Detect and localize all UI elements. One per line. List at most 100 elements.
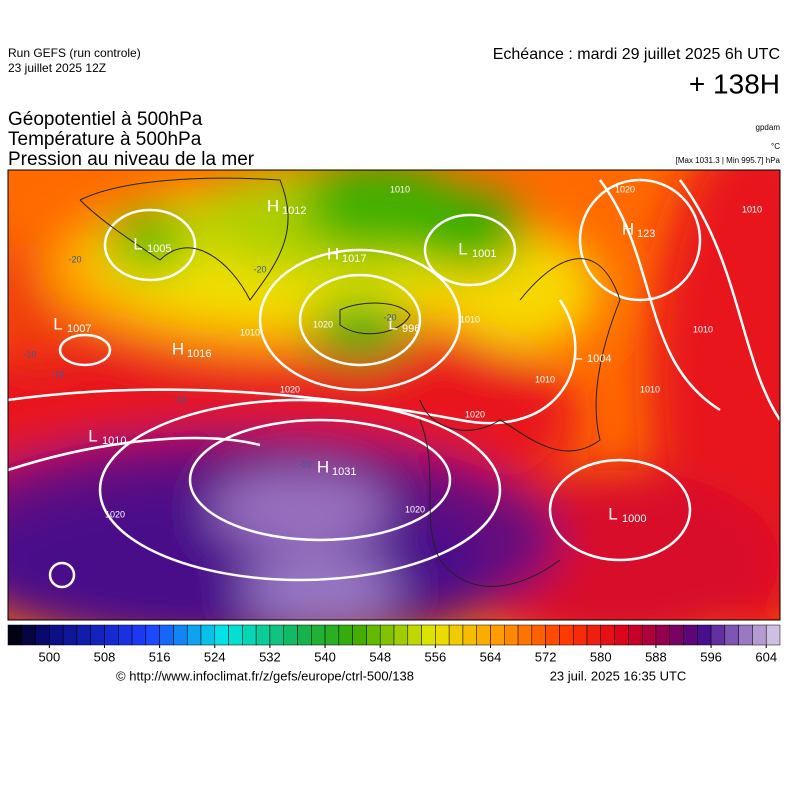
colorbar-swatch bbox=[145, 624, 160, 646]
pressure-center-value: 1016 bbox=[187, 348, 211, 360]
colorbar-tick-label: 556 bbox=[425, 649, 447, 664]
isobar-label: 1020 bbox=[105, 509, 125, 519]
colorbar-swatch bbox=[531, 624, 546, 646]
colorbar-swatch bbox=[752, 624, 767, 646]
colorbar-swatch bbox=[214, 624, 229, 646]
colorbar-swatch bbox=[118, 624, 133, 646]
pressure-center-type: L bbox=[53, 314, 62, 333]
colorbar-swatch bbox=[269, 624, 284, 646]
colorbar-tick-label: 548 bbox=[369, 649, 391, 664]
colorbar-tick-label: 516 bbox=[149, 649, 171, 664]
pressure-center-value: 996 bbox=[402, 323, 420, 335]
pressure-center-value: 1004 bbox=[587, 353, 611, 365]
colorbar-swatch bbox=[710, 624, 726, 646]
map-frame bbox=[7, 169, 781, 621]
pressure-center-value: 123 bbox=[637, 228, 655, 240]
colorbar-tick-label: 596 bbox=[700, 649, 722, 664]
temperature-label: -10 bbox=[23, 349, 36, 359]
colorbar-tick-label: 580 bbox=[590, 649, 612, 664]
isobar-label: 1010 bbox=[742, 204, 762, 214]
colorbar-swatch bbox=[200, 624, 216, 646]
colorbar-swatch bbox=[159, 624, 174, 646]
pressure-center-type: H bbox=[622, 219, 634, 238]
colorbar-swatch bbox=[393, 624, 409, 646]
colorbar-swatch bbox=[76, 624, 91, 646]
pressure-center-type: H bbox=[317, 457, 329, 476]
temperature-label: -20 bbox=[253, 264, 266, 274]
colorbar-swatch bbox=[765, 624, 781, 646]
lead-time: + 138H bbox=[689, 68, 780, 99]
pressure-center-value: 1010 bbox=[102, 435, 126, 447]
isobar-label: 1020 bbox=[615, 184, 635, 194]
colorbar-swatch bbox=[324, 624, 340, 646]
colorbar-swatch bbox=[683, 624, 698, 646]
colorbar-swatch bbox=[90, 624, 105, 646]
colorbar-swatch bbox=[476, 624, 491, 646]
run-date: 23 juillet 2025 12Z bbox=[8, 61, 106, 75]
coastlines bbox=[79, 177, 621, 587]
colorbar-swatch bbox=[379, 624, 395, 646]
valid-time: Echéance : mardi 29 juillet 2025 6h UTC bbox=[493, 46, 780, 63]
isobar-label: 1020 bbox=[405, 504, 425, 514]
colorbar-swatch bbox=[366, 624, 381, 646]
colorbar-swatch bbox=[490, 624, 505, 646]
colorbar-swatch bbox=[104, 624, 119, 646]
isobars bbox=[8, 178, 780, 589]
colorbar-swatch bbox=[614, 624, 629, 646]
pressure-center-type: L bbox=[573, 344, 582, 363]
colorbar: 500 508 516 524 532 540 548 556 564 572 580 588 596 6… bbox=[7, 624, 781, 664]
source-url: © http://www.infoclimat.fr/z/gefs/europe… bbox=[116, 668, 414, 683]
pressure-center-value: 1017 bbox=[342, 253, 366, 265]
isobar-label: 1010 bbox=[640, 384, 660, 394]
isobar-label: 1020 bbox=[313, 319, 333, 329]
colorbar-swatch bbox=[462, 624, 477, 646]
colorbar-swatch bbox=[407, 624, 422, 646]
temperature-label: -20 bbox=[383, 312, 396, 322]
pressure-center-type: H bbox=[327, 244, 339, 263]
colorbar-swatch bbox=[586, 624, 602, 646]
colorbar-swatch bbox=[669, 624, 684, 646]
pressure-center-value: 1031 bbox=[332, 466, 356, 478]
isobar-label: 1010 bbox=[693, 324, 713, 334]
colorbar-swatch bbox=[724, 624, 739, 646]
colorbar-swatch bbox=[641, 624, 657, 646]
colorbar-swatch bbox=[173, 624, 188, 646]
colorbar-swatch bbox=[448, 624, 464, 646]
colorbar-swatch bbox=[504, 624, 519, 646]
colorbar-swatch bbox=[655, 624, 670, 646]
pressure-center-type: H bbox=[267, 196, 279, 215]
unit-pressure: [Max 1031.3 | Min 995.7] hPa bbox=[676, 156, 781, 165]
pressure-center-type: L bbox=[133, 234, 142, 253]
unit-temperature: °C bbox=[771, 142, 780, 151]
colorbar-tick-label: 604 bbox=[755, 649, 777, 664]
colorbar-swatch bbox=[186, 624, 202, 646]
title-temperature: Température à 500hPa bbox=[8, 129, 202, 150]
colorbar-swatch bbox=[545, 624, 560, 646]
colorbar-swatch bbox=[311, 624, 326, 646]
colorbar-tick-label: 540 bbox=[314, 649, 336, 664]
colorbar-swatch bbox=[21, 624, 36, 646]
colorbar-tick-label: 500 bbox=[39, 649, 61, 664]
colorbar-swatch bbox=[421, 624, 436, 646]
temperature-label: -10 bbox=[173, 394, 186, 404]
colorbar-swatch bbox=[338, 624, 353, 646]
isobar-label: 1010 bbox=[240, 327, 260, 337]
pressure-center-type: L bbox=[458, 239, 467, 258]
colorbar-tick-label: 564 bbox=[480, 649, 502, 664]
colorbar-swatch bbox=[738, 624, 753, 646]
colorbar-swatch bbox=[517, 624, 533, 646]
colorbar-swatch bbox=[435, 624, 450, 646]
pressure-center-type: L bbox=[88, 426, 97, 445]
title-geopotential: Géopotentiel à 500hPa bbox=[8, 109, 203, 130]
colorbar-tick-label: 524 bbox=[204, 649, 226, 664]
pressure-center-value: 1007 bbox=[67, 323, 91, 335]
temperature-label: -20 bbox=[68, 254, 81, 264]
unit-geopotential: gpdam bbox=[756, 123, 781, 132]
pressure-center-value: 1012 bbox=[282, 205, 306, 217]
temperature-label: -10 bbox=[298, 459, 311, 469]
pressure-center-value: 1000 bbox=[622, 513, 646, 525]
colorbar-swatch bbox=[697, 624, 712, 646]
